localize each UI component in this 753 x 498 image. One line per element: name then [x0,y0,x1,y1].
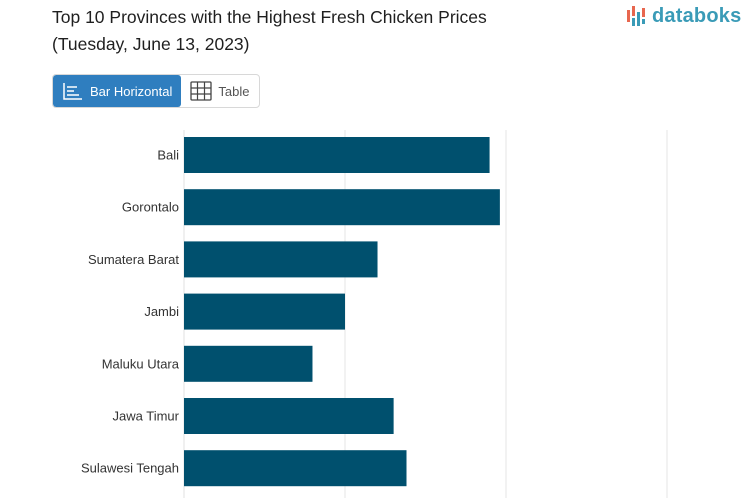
bar [184,345,313,382]
title-line-1: Top 10 Provinces with the Highest Fresh … [52,7,487,27]
bar-horizontal-label: Bar Horizontal [90,83,173,99]
table-label: Table [218,83,250,99]
category-label: Maluku Utara [102,356,180,371]
category-label: Gorontalo [122,200,179,215]
databoks-logo: databoks [626,4,741,28]
table-grid-icon [190,81,213,101]
bar-horizontal-icon [63,83,82,100]
bar-horizontal-button[interactable]: Bar Horizontal [53,75,182,107]
category-label: Jambi [144,304,179,319]
logo-mark-icon [627,6,645,26]
table-button[interactable]: Table [181,75,258,107]
category-label: Bali [157,148,179,163]
category-label: Jawa Timur [113,409,180,424]
bar [184,398,394,434]
category-label: Sulawesi Tengah [81,461,179,476]
bar [184,189,500,226]
view-toggle: Bar Horizontal Table [52,74,260,108]
bar [184,450,407,487]
bar [184,137,490,173]
logo-text: databoks [652,4,742,27]
bar [184,293,345,330]
title-line-2: (Tuesday, June 13, 2023) [52,34,250,54]
category-label: Sumatera Barat [88,252,179,267]
bar [184,241,378,278]
chart-title: Top 10 Provinces with the Highest Fresh … [52,4,612,58]
